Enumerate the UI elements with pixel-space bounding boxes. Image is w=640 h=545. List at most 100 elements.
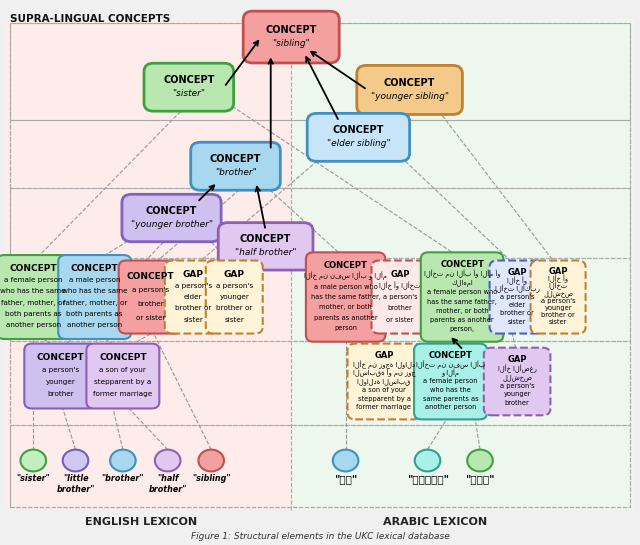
Text: "younger sibling": "younger sibling" (371, 92, 449, 101)
Text: or sister: or sister (136, 315, 165, 321)
FancyBboxPatch shape (218, 222, 313, 270)
Text: GAP: GAP (390, 270, 410, 279)
Text: "half brother": "half brother" (235, 249, 296, 257)
Text: CONCEPT: CONCEPT (37, 354, 84, 362)
Text: both parents as: both parents as (5, 311, 61, 317)
FancyBboxPatch shape (371, 261, 429, 334)
Text: or sister: or sister (387, 317, 413, 323)
Text: "brother": "brother" (214, 168, 257, 177)
Text: former marriage: former marriage (93, 391, 152, 397)
Text: former marriage: former marriage (356, 404, 412, 410)
Text: GAP: GAP (374, 351, 394, 360)
FancyBboxPatch shape (421, 252, 504, 342)
Text: mother, or both: mother, or both (436, 308, 488, 314)
Text: person,: person, (449, 326, 475, 332)
Text: GAP: GAP (508, 355, 527, 365)
Text: brother or: brother or (541, 312, 575, 318)
Text: same parents as: same parents as (423, 396, 478, 402)
Text: الأخ الأصغر: الأخ الأصغر (498, 364, 536, 373)
FancyBboxPatch shape (414, 344, 487, 420)
Circle shape (110, 450, 136, 471)
Text: الأخ أو: الأخ أو (548, 275, 568, 283)
Text: brother or: brother or (175, 305, 211, 311)
FancyBboxPatch shape (122, 195, 221, 241)
Text: brother: brother (388, 305, 412, 311)
Text: father, mother, or: father, mother, or (63, 300, 127, 306)
Text: CONCEPT: CONCEPT (333, 125, 384, 135)
Text: CONCEPT: CONCEPT (10, 264, 57, 274)
FancyBboxPatch shape (484, 348, 550, 415)
Text: another person: another person (6, 322, 61, 328)
Text: another person: another person (67, 322, 122, 328)
Text: CONCEPT: CONCEPT (210, 154, 261, 164)
Text: GAP: GAP (224, 270, 244, 279)
Bar (10, 188, 630, 258)
Circle shape (63, 450, 88, 471)
Text: a person's: a person's (383, 294, 417, 300)
Text: الأخت من الأب أو الأم أو: الأخت من الأب أو الأم أو (424, 270, 500, 278)
Text: a female person who: a female person who (427, 289, 497, 295)
FancyBboxPatch shape (243, 11, 339, 63)
Text: mother, or both: mother, or both (319, 305, 372, 311)
Text: ARABIC LEXICON: ARABIC LEXICON (383, 517, 487, 527)
Text: has the same father,: has the same father, (428, 299, 497, 305)
Text: younger: younger (220, 294, 249, 300)
Text: who has the same: who has the same (62, 288, 127, 294)
Text: الأخ أو: الأخ أو (507, 276, 527, 285)
Text: younger: younger (545, 305, 572, 311)
Bar (6, 19, 291, 510)
Text: "أخ": "أخ" (334, 474, 357, 484)
Text: has the same father,: has the same father, (311, 294, 380, 300)
Text: sister: sister (183, 317, 204, 323)
Text: elder: elder (184, 294, 203, 300)
Text: و الأم: و الأم (442, 368, 460, 377)
Text: brother or: brother or (216, 305, 252, 311)
Text: "sibling": "sibling" (192, 474, 230, 483)
Text: who has the same: who has the same (1, 288, 66, 294)
Text: a male person who: a male person who (314, 283, 378, 289)
Circle shape (155, 450, 180, 471)
Text: who has the: who has the (430, 387, 471, 393)
Text: الأخ أو الأخت: الأخ أو الأخت (380, 281, 420, 290)
Text: SUPRA-LINGUAL CONCEPTS: SUPRA-LINGUAL CONCEPTS (10, 14, 170, 23)
Text: stepparent by a: stepparent by a (358, 396, 410, 402)
FancyBboxPatch shape (348, 344, 420, 420)
Text: elder: elder (509, 302, 525, 308)
Text: السابقة أو من زوج: السابقة أو من زوج (353, 368, 415, 377)
Text: sister: sister (508, 319, 526, 325)
Text: GAP: GAP (548, 267, 568, 276)
Bar (10, 258, 630, 341)
Circle shape (198, 450, 224, 471)
Text: a person's: a person's (175, 283, 212, 289)
Text: CONCEPT: CONCEPT (163, 75, 214, 85)
Text: CONCEPT: CONCEPT (429, 351, 472, 360)
FancyBboxPatch shape (307, 113, 410, 161)
Text: الأخت الأكبر: الأخت الأكبر (495, 284, 540, 293)
Circle shape (20, 450, 46, 471)
FancyBboxPatch shape (86, 344, 159, 409)
Text: CONCEPT: CONCEPT (146, 206, 197, 216)
Text: brother: brother (137, 301, 164, 307)
FancyBboxPatch shape (306, 252, 385, 342)
FancyBboxPatch shape (144, 63, 234, 111)
Text: الأخ من نفس الأب و الأم: الأخ من نفس الأب و الأم (304, 272, 387, 281)
Text: Figure 1: Structural elements in the UKC lexical database: Figure 1: Structural elements in the UKC… (191, 532, 449, 541)
Text: a son of your: a son of your (99, 367, 147, 373)
Text: "sister": "sister" (172, 89, 205, 98)
Text: person: person (334, 325, 357, 331)
Text: younger: younger (46, 379, 76, 385)
Text: CONCEPT: CONCEPT (440, 261, 484, 269)
Text: للشخص: للشخص (502, 374, 532, 380)
Text: "half
brother": "half brother" (148, 474, 187, 494)
Text: parents as another: parents as another (314, 315, 378, 321)
Text: "sister": "sister" (17, 474, 50, 483)
Text: "أخت": "أخت" (465, 474, 495, 484)
Text: a person's: a person's (500, 294, 534, 300)
Bar (10, 341, 630, 425)
Text: "brother": "brother" (102, 474, 144, 483)
Bar (10, 23, 630, 120)
Text: a person's: a person's (541, 298, 575, 304)
Text: a son of your: a son of your (362, 387, 406, 393)
Text: "younger brother": "younger brother" (131, 220, 212, 229)
Text: الأخ من زوجة الوالد: الأخ من زوجة الوالد (353, 360, 415, 368)
